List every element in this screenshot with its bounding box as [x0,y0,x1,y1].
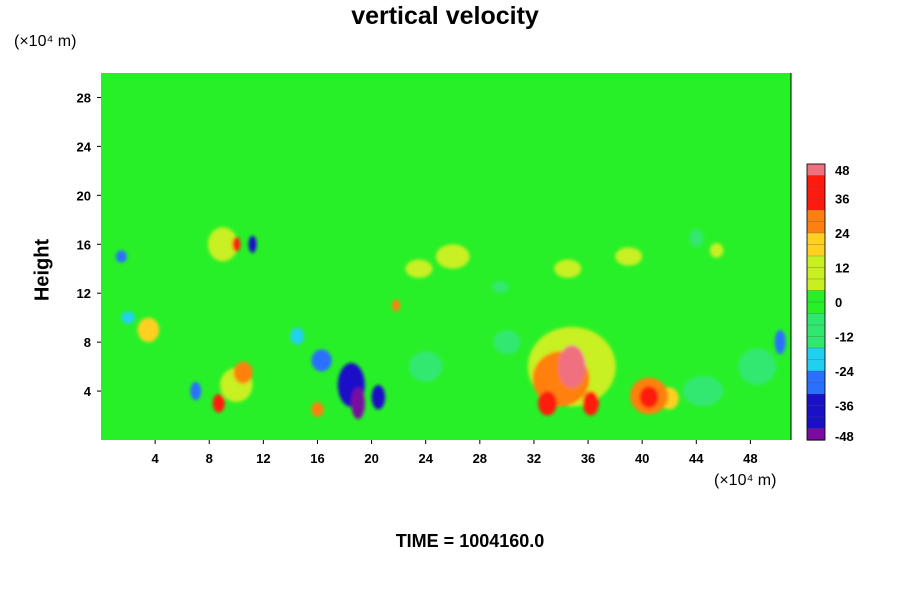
field-feature [682,375,724,407]
field-feature [492,280,509,294]
x-ticks: 4 8 12 16 20 24 28 32 36 40 44 48 [152,440,758,466]
colorbar-tick-label: 24 [835,226,850,241]
colorbar-band [806,290,826,303]
field-feature [233,361,253,384]
y-tick-label: 8 [84,335,91,350]
colorbar-tick-label: 12 [835,261,849,276]
y-tick-label: 12 [77,286,91,301]
colorbar-band [806,347,826,361]
field-feature [689,228,704,248]
colorbar-band [806,267,826,280]
colorbar-band [806,221,826,234]
colorbar-band [806,382,826,395]
colorbar-band [806,336,826,349]
field-feature [248,235,257,253]
colorbar-tick-label: 0 [835,295,842,310]
y-tick-label: 4 [84,384,92,399]
colorbar-tick-label: 48 [835,163,849,178]
x-tick-label: 24 [418,451,433,466]
colorbar [806,163,826,441]
field-feature [311,402,324,417]
field-feature [774,329,786,355]
y-axis-unit: (×10⁴ m) [14,33,77,50]
colorbar-band [806,175,826,188]
field-feature [558,345,586,389]
field-feature [639,386,659,409]
colorbar-band [806,163,826,177]
field-feature [207,227,238,262]
colorbar-tick-label: 36 [835,192,849,207]
y-ticks: 4 8 12 16 20 24 28 [77,90,101,399]
colorbar-band [806,370,826,384]
field-feature [405,259,433,278]
time-label: TIME = 1004160.0 [395,531,545,551]
field-feature [232,236,241,252]
colorbar-band [806,255,826,269]
colorbar-band [806,301,826,315]
field-feature [137,317,160,343]
x-axis-unit: (×10⁴ m) [714,472,777,489]
y-tick-label: 16 [77,237,91,252]
x-tick-label: 40 [635,451,649,466]
colorbar-tick-label: -24 [835,364,855,379]
colorbar-band [806,416,826,430]
colorbar-band [806,209,826,223]
field-feature [121,311,135,324]
field-features [115,227,786,420]
colorbar-tick-label: -48 [835,429,854,444]
colorbar-band [806,244,826,257]
y-tick-label: 28 [77,90,91,105]
field-feature [408,351,443,382]
colorbar-band [806,393,826,407]
x-tick-label: 8 [206,451,213,466]
field-feature [554,259,582,278]
field-feature [582,391,599,416]
colorbar-tick-label: -36 [835,399,854,414]
colorbar-band [806,313,826,326]
x-tick-label: 20 [364,451,378,466]
colorbar-band [806,324,826,338]
field-feature [435,244,470,269]
field-feature [493,329,521,355]
colorbar-band [806,198,826,211]
y-tick-label: 24 [77,139,92,154]
colorbar-band [806,405,826,418]
colorbar-band [806,278,826,292]
field-feature [290,327,304,345]
colorbar-ticks: 48 36 24 12 0 -12 -24 -36 -48 [835,163,855,444]
field-feature [371,384,386,410]
colorbar-band [806,359,826,372]
x-tick-label: 28 [473,451,487,466]
x-tick-label: 48 [743,451,757,466]
x-tick-label: 36 [581,451,595,466]
colorbar-band [806,232,826,246]
field-feature [311,349,332,372]
colorbar-band [806,428,826,441]
x-tick-label: 4 [152,451,160,466]
x-tick-label: 32 [527,451,541,466]
field-feature [615,247,643,266]
field-feature [115,250,127,263]
y-tick-label: 20 [77,188,91,203]
colorbar-band [806,186,826,200]
field-feature [709,243,724,258]
field-feature [212,394,225,413]
field-feature [538,391,557,416]
field-feature [738,348,777,385]
field-feature [391,299,400,312]
x-tick-label: 16 [310,451,324,466]
x-tick-label: 12 [256,451,270,466]
chart-title: vertical velocity [351,2,539,30]
colorbar-frame [806,163,826,441]
colorbar-tick-label: -12 [835,330,854,345]
field-feature [190,381,202,401]
x-tick-label: 44 [689,451,704,466]
field-feature [351,387,365,420]
